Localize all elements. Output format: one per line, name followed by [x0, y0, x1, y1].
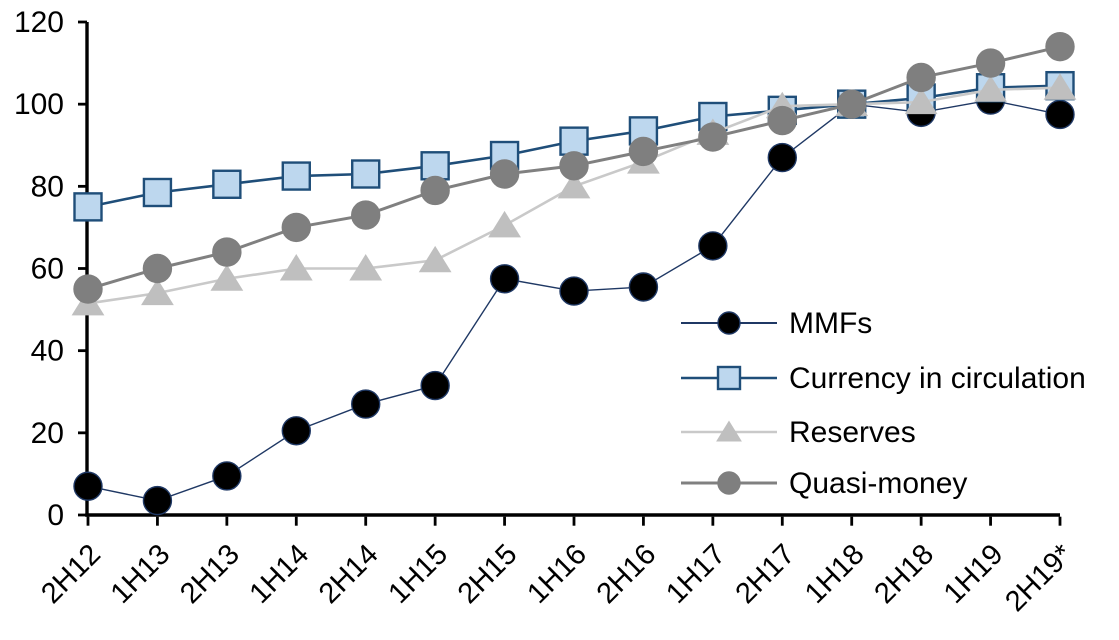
data-point-currency-in-circulation — [142, 177, 173, 208]
data-point-quasi-money — [767, 105, 797, 136]
data-point-currency-in-circulation — [212, 169, 242, 199]
data-point-mmfs — [1045, 99, 1075, 130]
legend-label-mmfs: MMFs — [789, 307, 872, 340]
data-point-quasi-money — [142, 253, 173, 284]
data-point-quasi-money — [559, 151, 589, 181]
data-point-currency-in-circulation — [73, 192, 103, 222]
data-point-quasi-money — [212, 237, 242, 267]
x-axis-tick-label: 2H15 — [452, 538, 524, 610]
data-point-reserves — [557, 171, 591, 199]
legend-item-currency-in-circulation: Currency in circulation — [681, 362, 1086, 395]
chart-legend: MMFs Currency in circulation Reserves Quasi… — [681, 307, 1086, 500]
data-point-quasi-money — [420, 175, 450, 206]
data-point-mmfs — [351, 389, 381, 419]
data-point-mmfs — [698, 231, 728, 261]
y-axis-tick-label: 120 — [14, 6, 64, 39]
legend-marker-mmfs — [717, 311, 741, 335]
y-axis-tick-label: 0 — [47, 499, 64, 532]
x-axis-tick-label: 2H19* — [999, 538, 1079, 618]
x-axis-tick-label: 1H16 — [521, 538, 593, 610]
data-point-reserves — [1043, 73, 1077, 100]
data-point-quasi-money — [489, 159, 520, 189]
data-point-quasi-money — [351, 200, 381, 230]
data-point-reserves — [141, 278, 174, 306]
y-axis-tick-label: 60 — [31, 253, 64, 286]
x-axis-tick-label: 2H14 — [313, 538, 385, 610]
data-point-quasi-money — [628, 136, 659, 167]
legend-item-quasi-money: Quasi-money — [681, 467, 967, 500]
legend-item-reserves: Reserves — [681, 416, 916, 449]
x-axis-tick-label: 1H13 — [105, 538, 177, 610]
x-axis-tick-label: 2H17 — [730, 538, 802, 610]
x-axis-tick-label: 2H16 — [591, 538, 663, 610]
data-point-reserves — [279, 254, 313, 281]
data-point-currency-in-circulation — [351, 159, 381, 189]
x-axis-tick-label: 1H18 — [799, 538, 871, 610]
legend-label-reserves: Reserves — [789, 416, 916, 449]
x-axis-tick-label: 1H14 — [244, 538, 316, 610]
data-point-quasi-money — [837, 89, 867, 119]
data-point-currency-in-circulation — [559, 126, 589, 156]
y-axis-tick-label: 40 — [31, 335, 64, 368]
legend-item-mmfs: MMFs — [681, 307, 872, 340]
legend-marker-quasi-money — [717, 471, 741, 495]
data-point-mmfs — [73, 471, 103, 501]
x-axis-tick-label: 2H18 — [868, 538, 940, 610]
x-axis-tick-label: 2H13 — [174, 538, 246, 610]
data-point-reserves — [904, 87, 938, 115]
data-point-mmfs — [281, 416, 311, 446]
data-point-reserves — [974, 75, 1007, 102]
data-point-mmfs — [628, 272, 659, 302]
data-point-quasi-money — [698, 122, 728, 152]
data-point-currency-in-circulation — [281, 161, 311, 191]
data-point-quasi-money — [906, 62, 936, 93]
data-point-mmfs — [489, 264, 520, 294]
legend-label-quasi-money: Quasi-money — [789, 467, 967, 500]
legend-marker-reserves — [716, 420, 742, 442]
y-axis-tick-label: 100 — [14, 88, 64, 121]
data-point-quasi-money — [975, 48, 1006, 78]
x-axis-tick-label: 2H12 — [35, 538, 107, 610]
y-axis-tick-label: 80 — [31, 170, 64, 203]
data-point-quasi-money — [281, 212, 311, 243]
y-axis-tick-label: 20 — [31, 417, 64, 450]
x-axis-tick-label: 1H15 — [382, 538, 454, 610]
x-axis-tick-label: 1H19 — [938, 538, 1010, 610]
data-point-reserves — [418, 245, 452, 273]
x-axis-tick-label: 1H17 — [660, 538, 732, 610]
data-point-mmfs — [212, 461, 242, 491]
series-quasi-money — [73, 31, 1075, 304]
data-point-mmfs — [142, 485, 173, 516]
data-point-reserves — [210, 264, 244, 291]
legend-label-currency-in-circulation: Currency in circulation — [789, 362, 1086, 395]
data-point-currency-in-circulation — [420, 151, 450, 181]
data-point-quasi-money — [1045, 31, 1075, 62]
data-point-reserves — [349, 254, 383, 281]
data-point-quasi-money — [73, 274, 103, 304]
legend-marker-currency-in-circulation — [716, 365, 742, 391]
data-point-reserves — [488, 210, 521, 238]
data-point-mmfs — [767, 142, 797, 173]
data-point-mmfs — [420, 370, 450, 401]
data-point-mmfs — [559, 276, 589, 306]
